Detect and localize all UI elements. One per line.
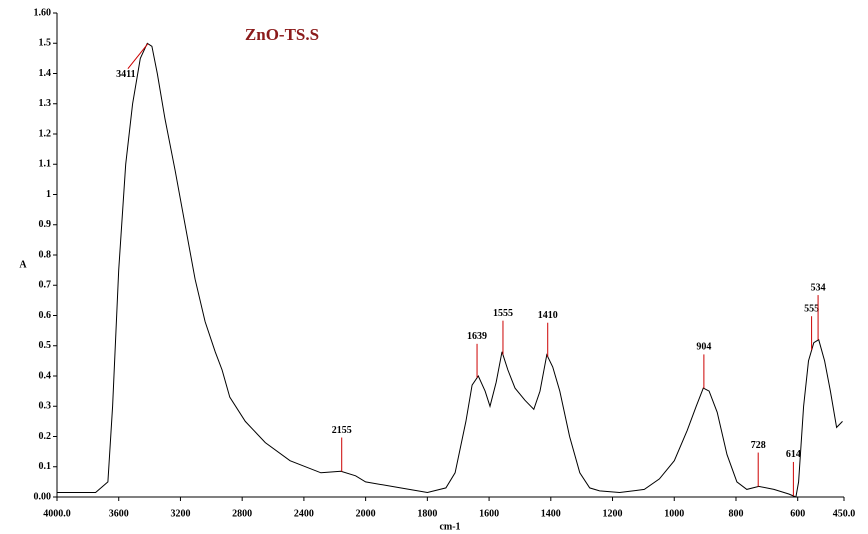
y-tick-label: 1.2 (39, 128, 52, 139)
y-tick-label: 0.3 (39, 401, 52, 412)
y-axis-label: A (19, 259, 27, 270)
peak-label: 728 (751, 440, 766, 451)
y-tick-label: 1.60 (34, 7, 52, 18)
y-tick-label: 0.8 (39, 249, 52, 260)
x-tick-label: 800 (728, 508, 743, 519)
y-tick-label: 0.6 (39, 310, 52, 321)
y-tick-label: 1.3 (39, 98, 52, 109)
x-tick-label: 1600 (479, 508, 499, 519)
peak-label: 904 (696, 342, 711, 353)
peak-label: 1555 (493, 308, 513, 319)
peak-label: 2155 (332, 425, 352, 436)
y-tick-label: 0.1 (39, 461, 52, 472)
x-axis-label: cm-1 (439, 521, 460, 532)
peak-label: 1639 (467, 331, 487, 342)
peak-label: 1410 (538, 310, 558, 321)
y-tick-label: 0.5 (39, 340, 52, 351)
peak-label: 3411 (116, 69, 135, 80)
peak-marker (127, 43, 149, 69)
x-tick-label: 4000.0 (43, 508, 71, 519)
peak-label: 534 (811, 282, 826, 293)
x-tick-label: 1400 (541, 508, 561, 519)
peak-label: 555 (804, 303, 819, 314)
x-tick-label: 1000 (664, 508, 684, 519)
y-tick-label: 0.7 (39, 280, 52, 291)
y-tick-label: 1.4 (39, 68, 52, 79)
y-tick-label: 1.5 (39, 38, 52, 49)
chart-title: ZnO-TS.S (245, 25, 319, 44)
y-tick-label: 1.1 (39, 159, 52, 170)
x-tick-label: 2400 (294, 508, 314, 519)
y-tick-label: 0.4 (39, 370, 52, 381)
y-tick-label: 0.2 (39, 431, 52, 442)
y-tick-label: 0.9 (39, 219, 52, 230)
y-tick-label: 1 (46, 189, 51, 200)
x-tick-label: 1800 (417, 508, 437, 519)
peak-label: 614 (786, 449, 801, 460)
y-tick-label: 0.00 (34, 491, 52, 502)
x-tick-label: 2000 (356, 508, 376, 519)
x-tick-label: 3200 (170, 508, 190, 519)
x-tick-label: 600 (790, 508, 805, 519)
x-tick-label: 2800 (232, 508, 252, 519)
spectrum-line (57, 42, 843, 498)
x-tick-label: 450.0 (833, 508, 856, 519)
x-tick-label: 3600 (109, 508, 129, 519)
x-tick-label: 1200 (603, 508, 623, 519)
